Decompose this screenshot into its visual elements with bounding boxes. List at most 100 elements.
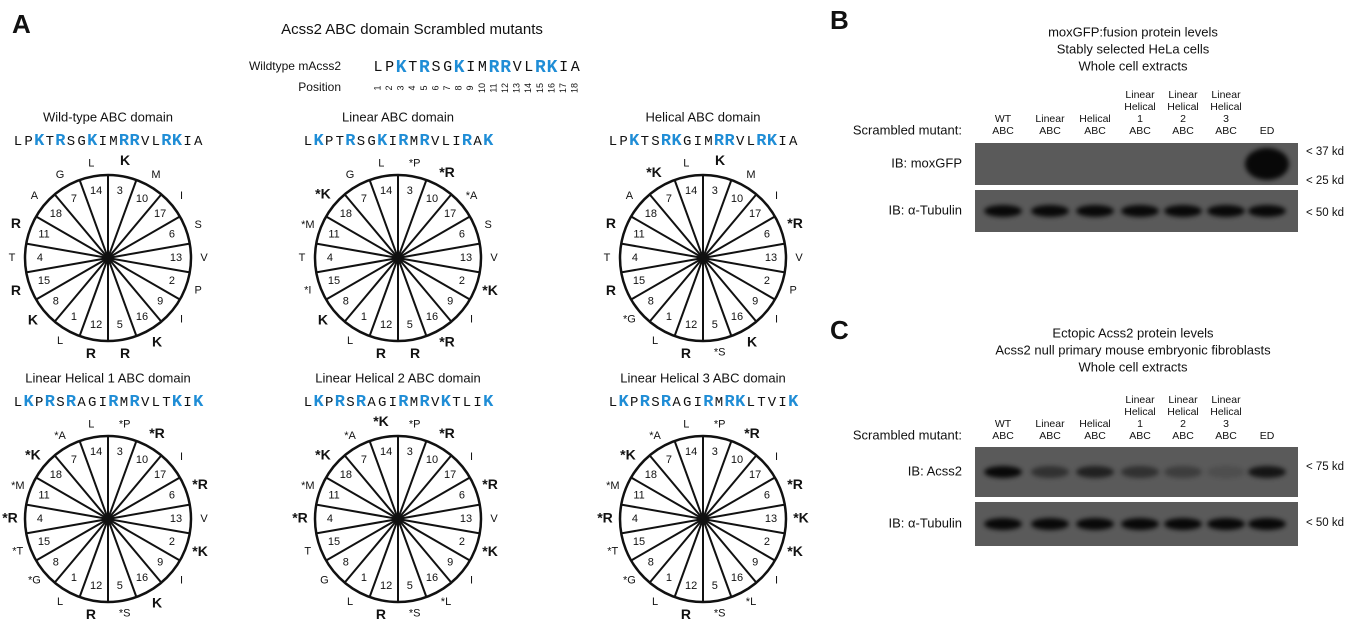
- residue-label: *L: [746, 596, 756, 608]
- sector-number: 9: [752, 557, 758, 569]
- sector-number: 11: [38, 490, 49, 502]
- lane-label: 3: [1223, 418, 1229, 430]
- lane-label: Helical: [1167, 101, 1199, 113]
- residue-label: T: [9, 252, 16, 264]
- residue-label: *P: [409, 418, 421, 430]
- sector-number: 9: [752, 296, 758, 308]
- panel-title: Acss2 null primary mouse embryonic fibro…: [995, 342, 1271, 357]
- residue-label: L: [347, 596, 353, 608]
- band: [1031, 205, 1069, 217]
- sector-number: 9: [447, 296, 453, 308]
- lane-label: 2: [1180, 418, 1186, 430]
- lane-label: Linear: [1125, 89, 1155, 101]
- band: [1121, 466, 1159, 478]
- residue-label: *K: [646, 164, 662, 180]
- lane-label: Helical: [1124, 101, 1156, 113]
- wildtype-label: Wildtype mAcss2: [249, 59, 341, 73]
- residue-label: *L: [441, 596, 451, 608]
- residue-label: P: [790, 285, 797, 297]
- residue-label: *T: [12, 546, 23, 558]
- sector-number: 6: [169, 229, 175, 241]
- sector-number: 16: [426, 311, 438, 323]
- sector-number: 14: [380, 185, 392, 197]
- band: [984, 205, 1022, 217]
- sector-number: 17: [444, 208, 456, 220]
- residue-label: L: [378, 157, 384, 169]
- residue-label: V: [200, 513, 208, 525]
- sector-number: 6: [459, 490, 465, 502]
- sector-number: 3: [712, 185, 718, 197]
- residue-label: L: [88, 418, 94, 430]
- lane-label: Linear: [1211, 89, 1241, 101]
- residue-label: *A: [649, 430, 661, 442]
- sequence: LKPRSRAGIRMRKLTVIK: [609, 393, 799, 412]
- sector-number: 12: [685, 319, 697, 331]
- residue-label: *K: [793, 510, 809, 526]
- sector-number: 11: [633, 490, 644, 502]
- residue-label: R: [376, 606, 386, 622]
- residue-label: I: [470, 314, 473, 326]
- sector-number: 4: [327, 252, 333, 264]
- residue-label: G: [346, 169, 355, 181]
- lane-label: 2: [1180, 113, 1186, 125]
- residue-label: *R: [439, 334, 455, 350]
- size-marker: < 25 kd: [1306, 175, 1344, 187]
- sector-number: 8: [53, 557, 59, 569]
- wheel-title: Linear Helical 1 ABC domain: [25, 370, 190, 385]
- residue-label: *R: [787, 215, 803, 231]
- residue-label: *R: [482, 476, 498, 492]
- sector-number: 7: [666, 193, 672, 205]
- lane-label: ABC: [1084, 430, 1106, 442]
- residue-label: *R: [439, 164, 455, 180]
- band: [1245, 148, 1289, 180]
- band: [1164, 466, 1202, 478]
- lane-label: ABC: [1129, 125, 1151, 137]
- residue-label: *R: [787, 476, 803, 492]
- sector-number: 17: [749, 208, 761, 220]
- sector-number: 5: [712, 319, 718, 331]
- residue-label: T: [299, 252, 306, 264]
- sequence: LPKTRSGKIMRRVLRKIA: [373, 58, 579, 78]
- residue-label: *T: [607, 546, 618, 558]
- position-number: 17: [558, 83, 568, 93]
- wheel-title: Linear Helical 2 ABC domain: [315, 370, 480, 385]
- sector-number: 17: [154, 469, 166, 481]
- sector-number: 10: [426, 193, 438, 205]
- residue-label: R: [410, 345, 420, 361]
- blot-label: IB: moxGFP: [891, 155, 962, 170]
- sector-number: 8: [343, 296, 349, 308]
- lane-label: ABC: [1039, 125, 1061, 137]
- lane-label: 3: [1223, 113, 1229, 125]
- residue-label: *R: [192, 476, 208, 492]
- wheel-title: Wild-type ABC domain: [43, 109, 173, 124]
- sector-number: 16: [731, 311, 743, 323]
- sector-number: 2: [764, 536, 770, 548]
- residue-label: I: [470, 451, 473, 463]
- sector-number: 6: [764, 490, 770, 502]
- sector-number: 2: [169, 275, 175, 287]
- residue-label: *K: [315, 447, 331, 463]
- sector-number: 4: [632, 252, 638, 264]
- wheel-spoke: [703, 194, 756, 258]
- residue-label: *R: [149, 425, 165, 441]
- residue-label: *M: [606, 480, 619, 492]
- lane-label: WT: [995, 418, 1012, 430]
- lane-label: Linear: [1168, 394, 1198, 406]
- band: [1207, 205, 1245, 217]
- lane-label: ABC: [1172, 430, 1194, 442]
- band: [1248, 466, 1286, 478]
- residue-label: I: [180, 451, 183, 463]
- residue-label: *R: [2, 510, 18, 526]
- residue-label: *M: [301, 219, 314, 231]
- lane-label: ABC: [1084, 125, 1106, 137]
- wheel-spoke: [55, 455, 108, 519]
- residue-label: K: [747, 334, 757, 350]
- lane-label: ABC: [1215, 125, 1237, 137]
- residue-label: I: [775, 575, 778, 587]
- residue-label: *M: [301, 480, 314, 492]
- lane-label: ABC: [1172, 125, 1194, 137]
- sector-number: 6: [459, 229, 465, 241]
- sector-number: 7: [361, 454, 367, 466]
- residue-label: L: [57, 335, 63, 347]
- residue-label: *K: [482, 543, 498, 559]
